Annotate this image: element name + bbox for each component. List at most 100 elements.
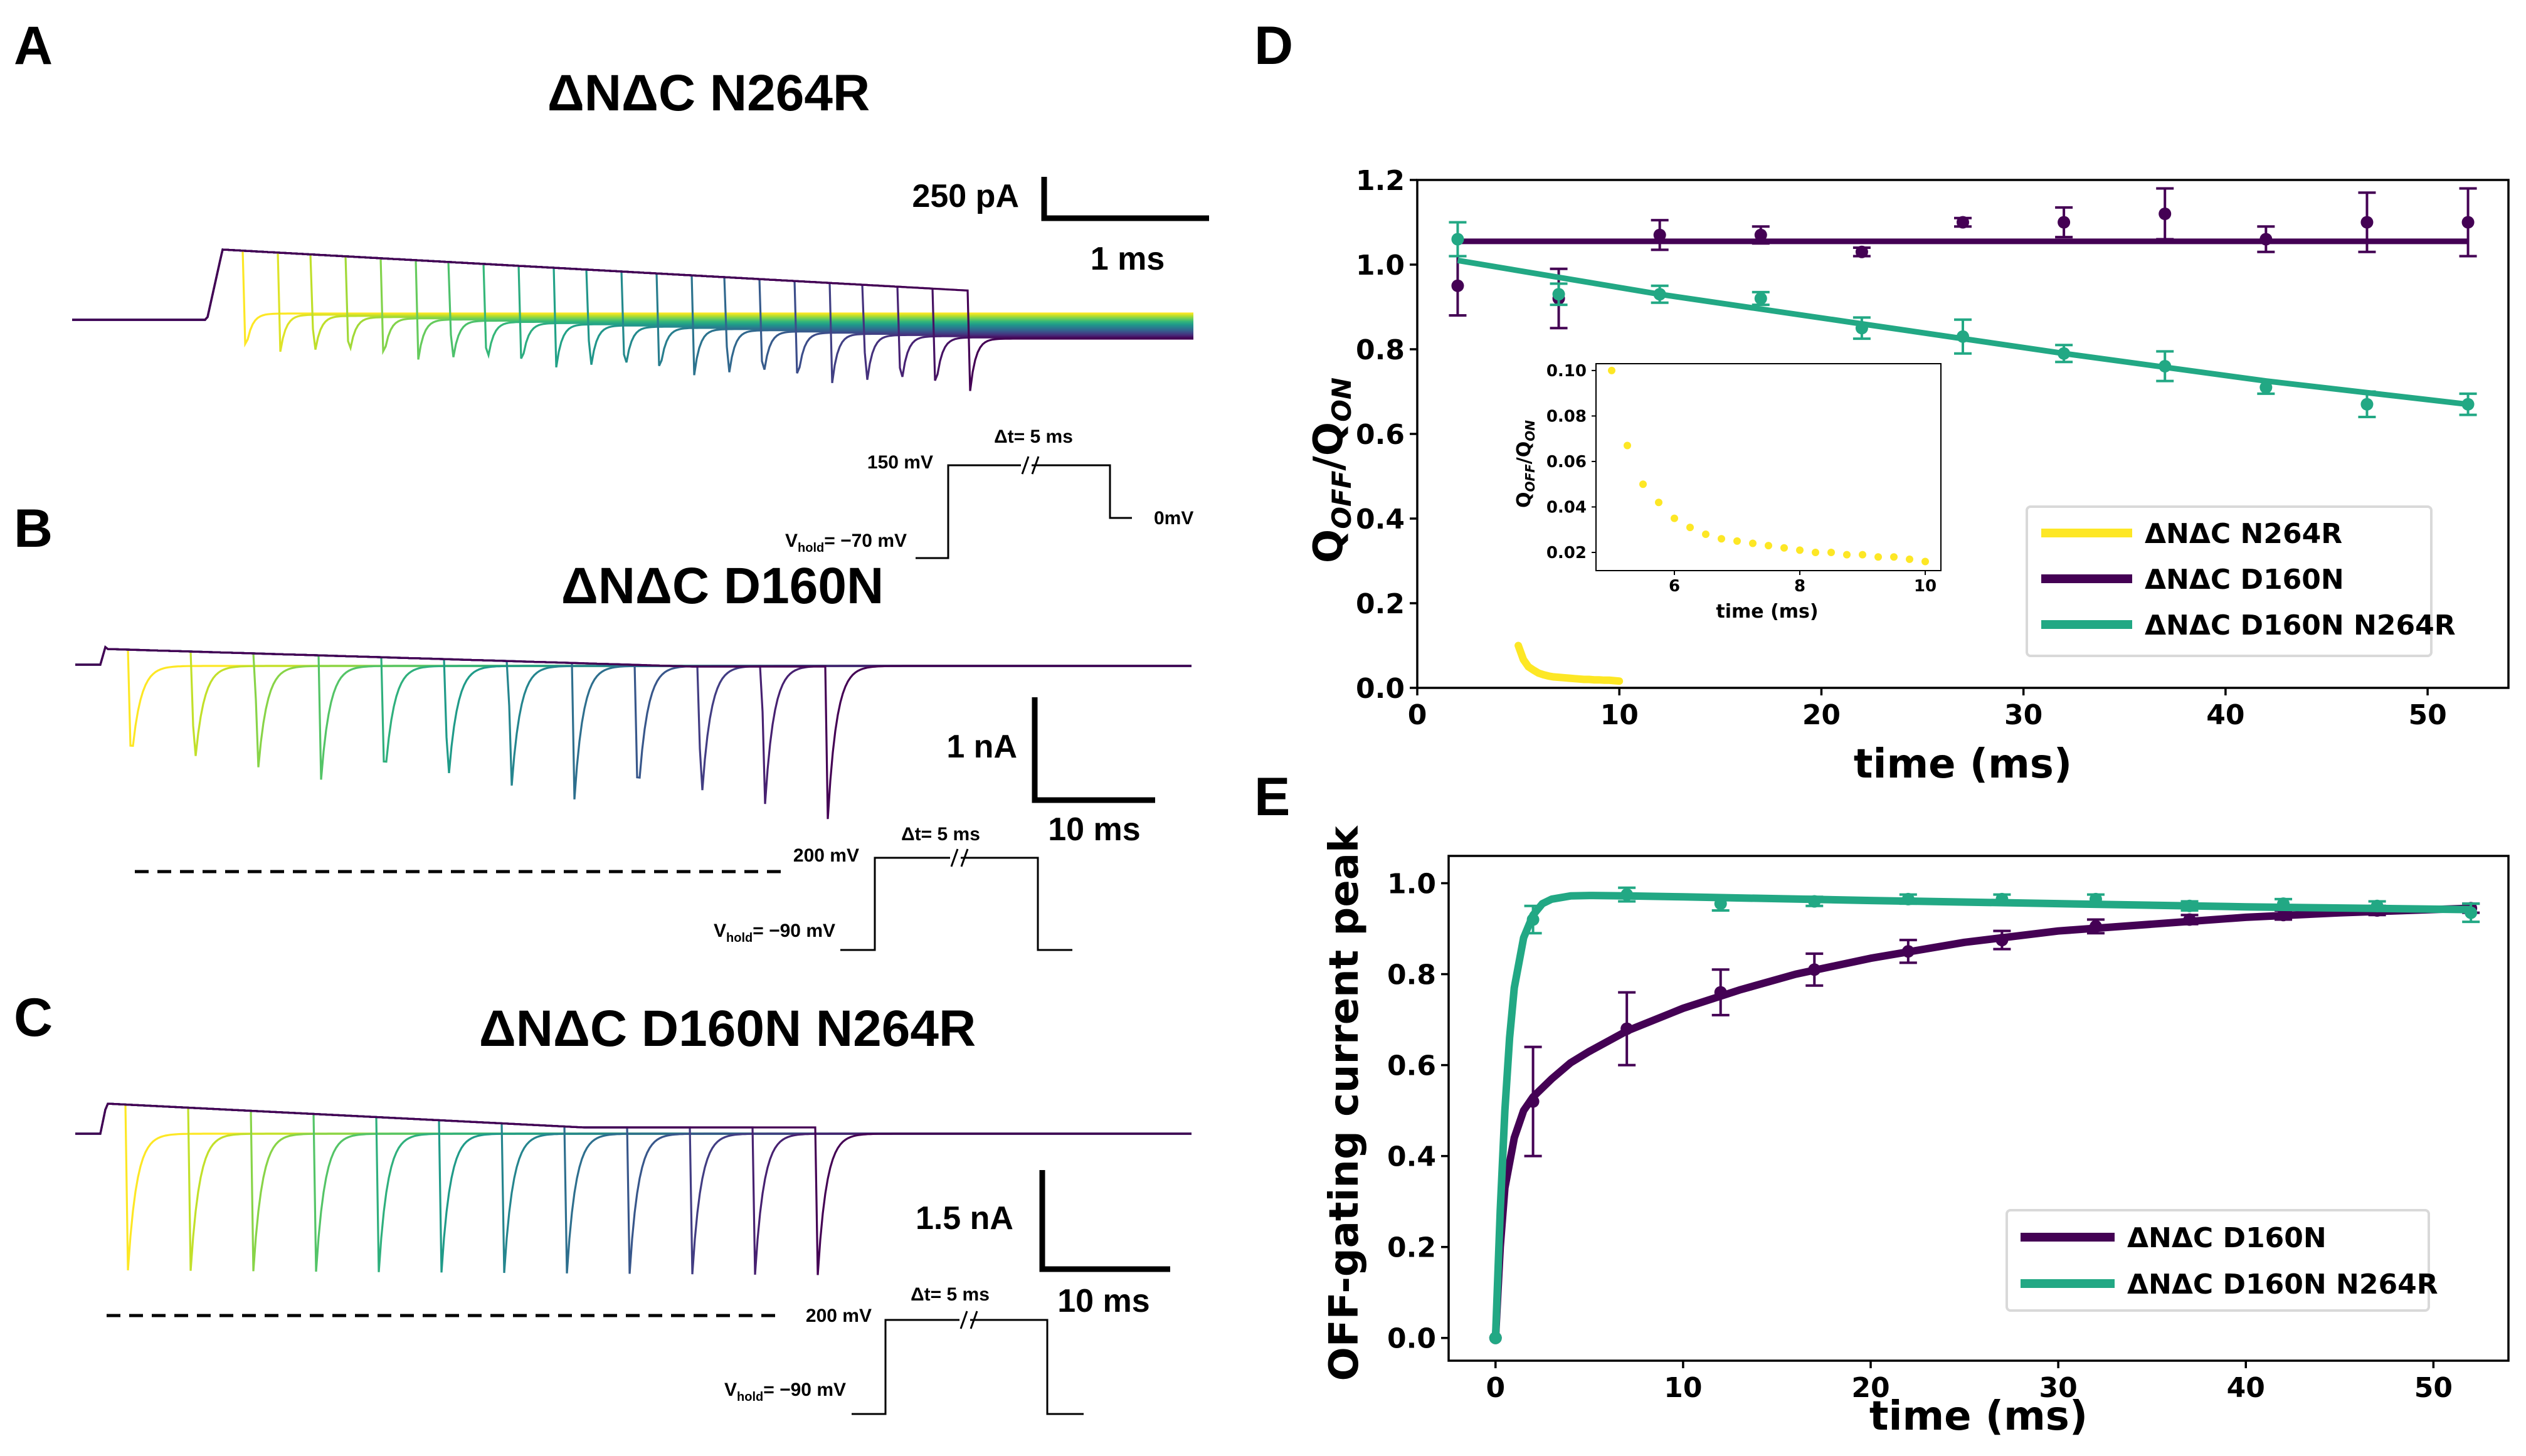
chartD-xtick-label: 0 (1408, 699, 1427, 731)
panel-d-point-2 (2259, 381, 2273, 394)
panel-d-inset-ylabel-sub2: ON (1523, 420, 1538, 441)
panel-d-point-2 (1855, 322, 1868, 335)
panel-d-point-2 (1957, 330, 1969, 343)
panel-e-point-0 (1808, 963, 1821, 976)
panel-d-inset-point (1921, 557, 1929, 566)
chartD-ytick-label: 0.6 (1356, 419, 1405, 451)
panel-d-inset-point (1906, 555, 1913, 563)
panel-b-hold-sub: hold (726, 931, 753, 945)
panel-d-inset-point (1796, 546, 1804, 554)
panel-b-title: ΔNΔC D160N (561, 557, 884, 615)
panel-b: B ΔNΔC D160N 1 nA 10 ms 200 mV Δt= 5 ms … (14, 499, 1192, 951)
panel-e-point-1 (2277, 897, 2290, 910)
insetD-xtick-label: 10 (1914, 577, 1937, 596)
panel-e-point-1 (1901, 892, 1915, 905)
panel-b-hold-v: V (714, 921, 726, 941)
panel-e-point-1 (1620, 888, 1634, 901)
panel-d-inset-point (1843, 551, 1851, 559)
chartD-ytick-label: 0.2 (1356, 588, 1405, 620)
tracesA-sweep-15 (72, 248, 1193, 372)
panel-b-traces (75, 645, 1192, 820)
panel-d-inset-point (1733, 537, 1741, 545)
panel-e-letter: E (1254, 767, 1290, 827)
panel-d-y-axis-label: QOFF/QON (1306, 377, 1357, 563)
tracesA-sweep-10 (72, 248, 1193, 368)
chartE-xtick-label: 0 (1486, 1372, 1505, 1404)
panel-d-inset-point (1655, 499, 1662, 507)
panel-a-scalebar-y-label: 250 pA (912, 178, 1019, 214)
panel-d-point-1 (1451, 279, 1464, 292)
panel-d-inset: 6 8 10 0.02 0.04 0.06 0.08 0.10 (1546, 362, 1942, 596)
chartE-xtick-label: 40 (2227, 1372, 2265, 1404)
insetD-xtick-label: 6 (1669, 577, 1680, 596)
panel-d-inset-point (1608, 366, 1615, 374)
panel-d-legend-label-d160n: ΔNΔC D160N (2145, 564, 2344, 596)
tracesA-sweep-11 (72, 248, 1193, 365)
panel-b-scalebar-y-label: 1 nA (946, 729, 1017, 765)
chartE-ytick-label: 1.0 (1387, 868, 1436, 900)
panel-c-protocol: 200 mV Δt= 5 ms Vhold= −90 mV (724, 1284, 1084, 1415)
panel-a-hold-sub: hold (798, 541, 824, 555)
tracesA-sweep-1 (72, 248, 1193, 348)
panel-d-point-1 (2159, 208, 2172, 220)
tracesB-sweep-12 (75, 645, 1192, 820)
panel-d-inset-point (1765, 542, 1772, 550)
panel-b-scalebar (1032, 697, 1155, 803)
panel-b-protocol-step: 200 mV (793, 845, 859, 866)
panel-a-letter: A (14, 16, 53, 76)
panel-d-point-1 (1754, 228, 1767, 241)
panel-c: C ΔNΔC D160N N264R 1.5 nA 10 ms 200 mV Δ… (14, 988, 1192, 1415)
tracesC-sweep-6 (75, 1102, 1192, 1273)
chartD-xtick-label: 30 (2004, 699, 2042, 731)
panel-e-legend: ΔNΔC D160N ΔNΔC D160N N264R (2005, 1209, 2438, 1312)
panel-d-inset-point (1639, 480, 1647, 488)
panel-a-protocol-step: 150 mV (867, 452, 933, 473)
panel-a-protocol: 150 mV Δt= 5 ms Vhold= −70 mV 0mV (785, 426, 1193, 559)
panel-d-chart: 0 10 20 30 40 50 0.0 0.2 0.4 0.6 0.8 1.0 1.2 (1356, 165, 2510, 731)
chartE-ytick-label: 0.2 (1387, 1232, 1436, 1264)
panel-e-point-1 (2465, 906, 2478, 919)
insetD-axes-frame (1595, 363, 1942, 571)
panel-d-ylabel-sep: /Q (1306, 422, 1352, 471)
panel-d-inset-point (1827, 548, 1835, 556)
panel-e-point-1 (1995, 892, 2009, 905)
panel-d-inset-point (1859, 551, 1866, 559)
tracesC-sweep-4 (75, 1102, 1192, 1272)
chartD-ytick-label: 1.0 (1356, 250, 1405, 282)
panel-d-point-1 (1653, 228, 1666, 241)
tracesA-sweep-12 (72, 248, 1193, 363)
chartD-xtick-label: 20 (1802, 699, 1841, 731)
panel-a-protocol-dt: Δt= 5 ms (994, 426, 1073, 447)
panel-e-point-0 (1995, 934, 2009, 947)
panel-d-point-2 (2159, 360, 2172, 372)
tracesB-sweep-7 (75, 645, 1192, 786)
tracesC-sweep-2 (75, 1102, 1192, 1271)
panel-d-point-1 (1855, 245, 1868, 258)
chartD-ytick-label: 0.4 (1356, 504, 1405, 535)
panel-c-protocol-line (852, 1319, 1084, 1415)
chartE-ytick-label: 0.8 (1387, 959, 1436, 991)
chartE-xtick-label: 50 (2414, 1372, 2453, 1404)
panel-d-point-2 (1653, 288, 1666, 301)
tracesA-sweep-22 (72, 248, 1193, 391)
panel-d-point-2 (1754, 292, 1767, 305)
panel-a-title: ΔNΔC N264R (547, 65, 870, 122)
tracesC-sweep-12 (75, 1102, 1192, 1275)
tracesB-sweep-10 (75, 645, 1192, 791)
panel-c-hold-sub: hold (737, 1390, 763, 1404)
panel-d-inset-point (1702, 530, 1710, 538)
panel-c-scalebar-x-label: 10 ms (1057, 1283, 1149, 1319)
chartD-xtick-label: 50 (2408, 699, 2446, 731)
panel-e-point-0 (1526, 1095, 1540, 1108)
panel-e-x-axis-label: time (ms) (1869, 1393, 2088, 1440)
panel-d-inset-ylabel-sub1: OFF (1523, 464, 1538, 492)
panel-d-inset-point (1624, 441, 1631, 450)
panel-e-y-axis-label: OFF-gating current peak (1321, 825, 1368, 1381)
panel-c-hold-v: V (724, 1380, 737, 1400)
panel-c-letter: C (14, 988, 53, 1048)
panel-c-traces (75, 1102, 1192, 1275)
tracesA-sweep-17 (72, 248, 1193, 374)
panel-c-scalebar (1039, 1170, 1170, 1272)
panel-e-point-1 (1714, 897, 1727, 910)
tracesC-sweep-9 (75, 1102, 1192, 1274)
